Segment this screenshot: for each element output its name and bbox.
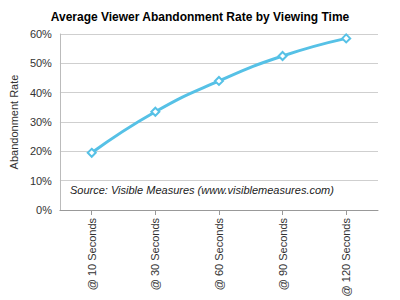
svg-text:@ 30 Seconds: @ 30 Seconds <box>149 218 161 291</box>
svg-text:50%: 50% <box>30 57 52 69</box>
svg-text:@ 90 Seconds: @ 90 Seconds <box>277 218 289 291</box>
svg-text:@ 10 Seconds: @ 10 Seconds <box>86 218 98 291</box>
svg-text:10%: 10% <box>30 175 52 187</box>
svg-text:20%: 20% <box>30 145 52 157</box>
svg-text:30%: 30% <box>30 116 52 128</box>
svg-text:0%: 0% <box>36 204 52 216</box>
svg-text:@ 120 Seconds: @ 120 Seconds <box>340 218 352 297</box>
svg-text:Average Viewer Abandonment Rat: Average Viewer Abandonment Rate by Viewi… <box>51 10 350 24</box>
svg-text:Abandonment Rate: Abandonment Rate <box>8 75 20 170</box>
svg-text:Source: Visible Measures (www.: Source: Visible Measures (www.visiblemea… <box>70 184 334 196</box>
svg-text:40%: 40% <box>30 87 52 99</box>
svg-text:60%: 60% <box>30 28 52 40</box>
svg-text:@ 60 Seconds: @ 60 Seconds <box>213 218 225 291</box>
